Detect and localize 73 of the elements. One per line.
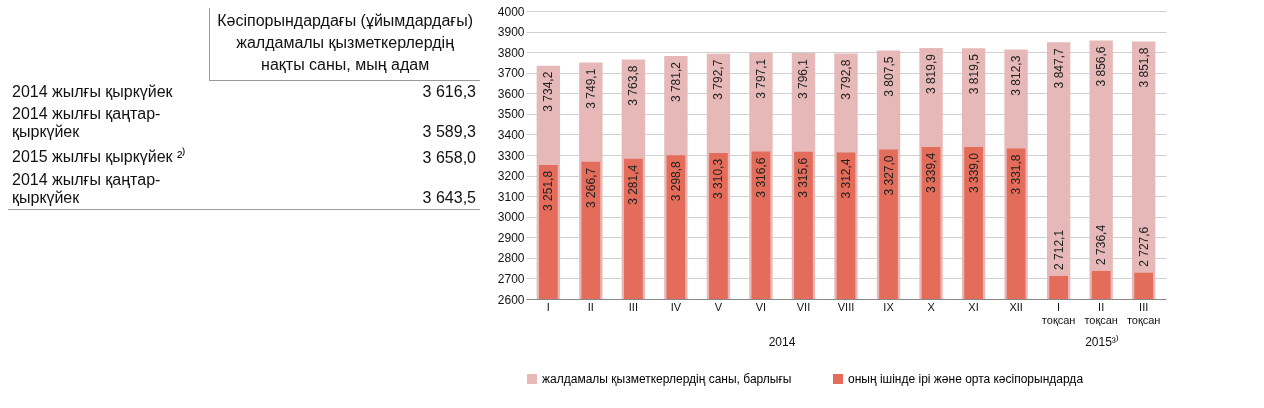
data-label: 3 331,8 bbox=[1009, 154, 1024, 195]
x-tick-label: II тоқсан bbox=[1084, 300, 1118, 326]
data-label: 3 792,7 bbox=[711, 59, 726, 100]
text: 3 643,5 bbox=[209, 169, 480, 210]
data-label: 3 327,0 bbox=[881, 155, 896, 196]
data-label: 2 712,1 bbox=[1051, 229, 1066, 270]
x-tick-label: II bbox=[587, 300, 594, 313]
x-tick-label: VI bbox=[755, 300, 767, 313]
y-tick-label: 2900 bbox=[497, 230, 525, 245]
data-label: 3 734,2 bbox=[541, 71, 556, 112]
text: 2015³⁾ bbox=[1085, 335, 1119, 349]
data-label: 3 316,6 bbox=[753, 157, 768, 198]
text: 3 589,3 bbox=[421, 122, 477, 142]
data-label: 2 736,4 bbox=[1094, 224, 1109, 265]
data-label: 3 792,8 bbox=[839, 59, 853, 100]
x-tick-label: IV bbox=[670, 300, 682, 313]
data-label: 3 298,8 bbox=[668, 160, 683, 202]
data-label: 2 727,6 bbox=[1136, 226, 1151, 267]
y-tick-label: 3000 bbox=[497, 210, 525, 225]
data-label: 3 749,1 bbox=[583, 68, 598, 109]
y-tick-label: 2600 bbox=[497, 292, 525, 307]
data-label: 3 266,7 bbox=[583, 167, 598, 208]
x-tick-label: IX bbox=[883, 300, 895, 313]
data-label: 3 763,8 bbox=[626, 65, 641, 106]
text: 2014 жылғы қыркүйек bbox=[11, 82, 174, 102]
data-label: 3 851,8 bbox=[1136, 47, 1151, 88]
y-tick-label: 3100 bbox=[497, 189, 525, 204]
data-label: 3 315,6 bbox=[796, 157, 811, 198]
x-tick-label: I тоқсан bbox=[1041, 300, 1076, 326]
y-tick-label: 2700 bbox=[497, 271, 525, 286]
data-label: 3 812,3 bbox=[1009, 55, 1024, 96]
text: Кәсіпорындардағы (ұйымдардағы) жалдамалы қызметкерлердің нақты саны, мың адам bbox=[209, 8, 480, 81]
data-label: 3 281,4 bbox=[626, 164, 641, 205]
text: 2015 жылғы қыркүйек ²⁾ bbox=[11, 146, 188, 167]
y-tick-label: 3400 bbox=[497, 127, 525, 142]
x-tick-label: VIII bbox=[837, 300, 855, 313]
x-tick-label: V bbox=[714, 300, 723, 313]
data-label: 3 856,6 bbox=[1094, 46, 1109, 87]
data-label: 3 251,8 bbox=[541, 170, 556, 211]
data-label: 3 847,7 bbox=[1051, 48, 1066, 89]
y-tick-label: 3200 bbox=[497, 169, 525, 184]
data-label: 3 797,1 bbox=[753, 58, 768, 99]
y-tick-label: 3500 bbox=[497, 107, 525, 122]
y-tick-label: 2800 bbox=[497, 251, 525, 266]
x-tick-label: III bbox=[628, 300, 638, 313]
data-label: 3 819,5 bbox=[966, 53, 981, 95]
y-tick-label: 3300 bbox=[497, 148, 525, 163]
x-tick-label: VII bbox=[796, 300, 811, 313]
data-label: 3 339,0 bbox=[966, 152, 981, 194]
text: 3 616,3 bbox=[421, 82, 477, 102]
y-tick-label: 3900 bbox=[497, 25, 525, 40]
text: 2014 жылғы қаңтар-қыркүйек bbox=[8, 169, 210, 210]
x-tick-label: XII bbox=[1009, 300, 1023, 313]
x-tick-label: III тоқсан bbox=[1126, 300, 1161, 326]
data-label: 3 796,1 bbox=[796, 58, 811, 99]
x-tick-label: I bbox=[546, 300, 550, 313]
x-tick-label: XI bbox=[968, 300, 979, 313]
text: 2014 жылғы қаңтар-қыркүйек bbox=[11, 104, 162, 142]
data-label: 3 310,3 bbox=[711, 158, 726, 199]
legend-label: оның ішінде ірі және орта кәсіпорындарда bbox=[848, 372, 1084, 386]
data-label: 3 339,4 bbox=[924, 152, 939, 193]
y-tick-label: 3700 bbox=[497, 66, 525, 81]
data-label: 3 312,4 bbox=[839, 158, 853, 199]
legend-label: жалдамалы қызметкерлердің саны, барлығы bbox=[542, 372, 792, 386]
y-tick-label: 3600 bbox=[497, 86, 525, 101]
data-label: 3 807,5 bbox=[881, 56, 896, 97]
y-tick-label: 3800 bbox=[497, 45, 525, 60]
text: 2014 bbox=[768, 335, 796, 349]
data-label: 3 819,9 bbox=[924, 53, 939, 95]
x-tick-label: X bbox=[927, 300, 936, 313]
data-label: 3 781,2 bbox=[668, 61, 683, 103]
text: 3 658,0 bbox=[421, 148, 477, 168]
y-tick-label: 4000 bbox=[497, 4, 525, 19]
